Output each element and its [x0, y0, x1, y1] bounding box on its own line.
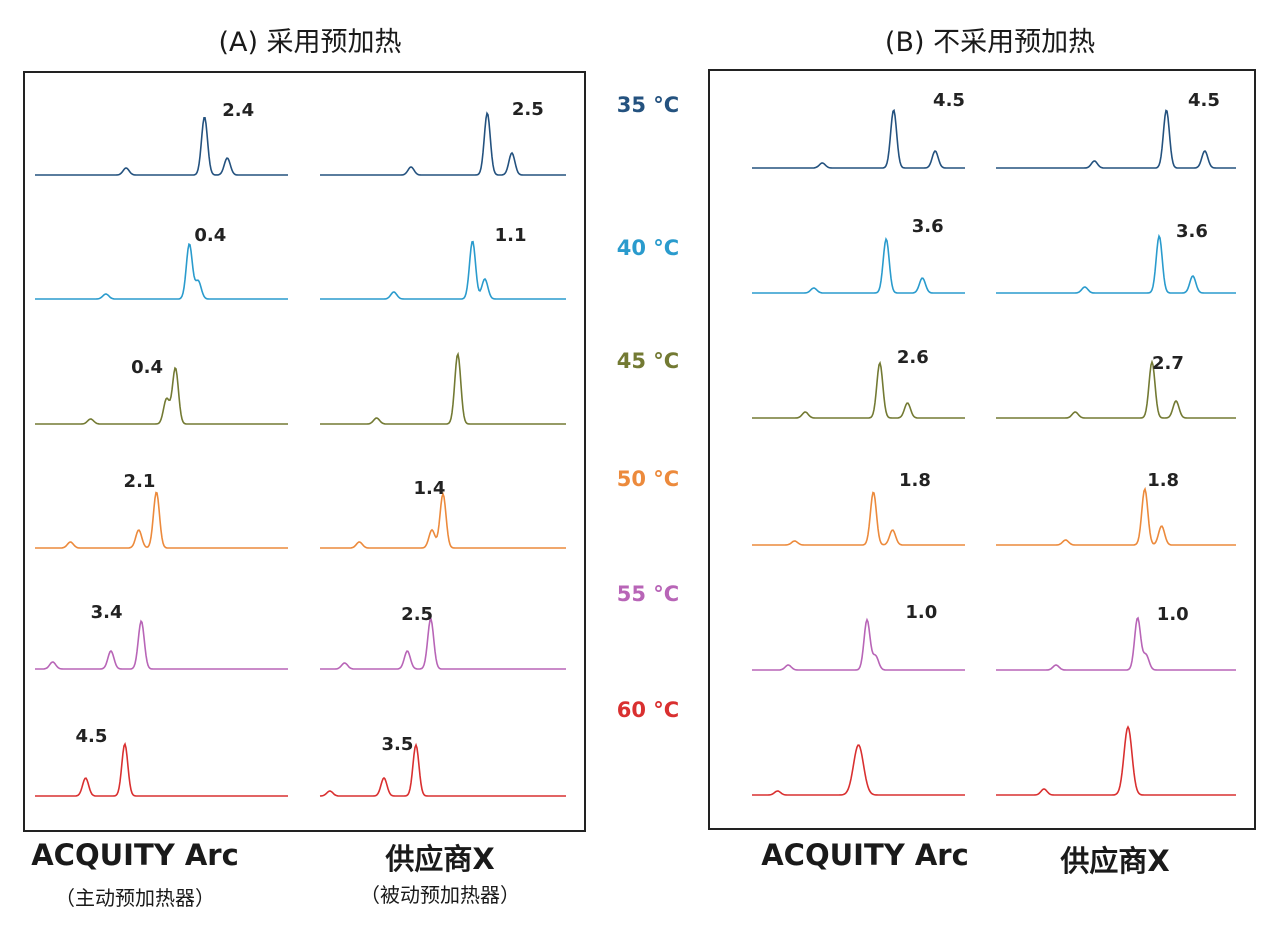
column-label-arc-b: ACQUITY Arc — [761, 838, 969, 872]
temp-label-40: 40 °C — [616, 236, 680, 260]
trace-a_arc-40C — [35, 242, 288, 300]
resolution-label: 4.5 — [933, 90, 965, 111]
panel-b-frame — [708, 69, 1256, 830]
trace-b_arc-35C — [752, 108, 965, 169]
resolution-label: 2.4 — [222, 100, 254, 121]
panel-a-title: (A) 采用预加热 — [218, 27, 402, 58]
temp-label-50: 50 °C — [616, 467, 680, 491]
trace-a_x-55C — [320, 617, 566, 670]
trace-b_arc-60C — [752, 744, 965, 796]
trace-a_x-45C — [320, 351, 566, 425]
resolution-label: 1.0 — [905, 602, 937, 623]
resolution-label: 2.7 — [1152, 353, 1184, 374]
resolution-label: 4.5 — [1188, 90, 1220, 111]
column-label-x-a: 供应商X — [385, 842, 495, 876]
temp-label-60: 60 °C — [616, 698, 680, 722]
trace-a_arc-55C — [35, 619, 288, 670]
resolution-label: 1.8 — [899, 470, 931, 491]
resolution-label: 3.4 — [91, 602, 123, 623]
resolution-label: 2.5 — [401, 604, 433, 625]
resolution-label: 3.5 — [382, 734, 414, 755]
panel-a-frame — [23, 71, 586, 832]
trace-b_x-40C — [996, 233, 1236, 294]
trace-a_arc-45C — [35, 366, 288, 425]
temp-label-55: 55 °C — [616, 582, 680, 606]
trace-b_x-50C — [996, 486, 1236, 546]
resolution-label: 3.6 — [1176, 221, 1208, 242]
trace-b_x-60C — [996, 725, 1236, 796]
resolution-label: 1.4 — [413, 478, 445, 499]
resolution-label: 1.0 — [1157, 604, 1189, 625]
resolution-label: 4.5 — [75, 726, 107, 747]
trace-b_arc-45C — [752, 360, 965, 419]
column-label-arc-a: ACQUITY Arc — [31, 838, 239, 872]
resolution-label: 2.5 — [512, 99, 544, 120]
trace-b_x-45C — [996, 359, 1236, 419]
resolution-label: 2.1 — [124, 471, 156, 492]
column-sub-arc-a: （主动预加热器） — [55, 886, 215, 910]
resolution-label: 0.4 — [194, 225, 226, 246]
trace-a_arc-60C — [35, 741, 288, 797]
column-sub-x-a: （被动预加热器） — [360, 883, 520, 907]
column-label-x-b: 供应商X — [1060, 844, 1170, 878]
trace-b_arc-55C — [752, 617, 965, 671]
resolution-label: 1.8 — [1147, 470, 1179, 491]
temp-label-45: 45 °C — [616, 349, 680, 373]
trace-a_x-50C — [320, 491, 566, 549]
trace-a_arc-35C — [35, 117, 288, 176]
trace-a_arc-50C — [35, 491, 288, 549]
trace-a_x-35C — [320, 111, 566, 176]
trace-b_x-55C — [996, 616, 1236, 671]
trace-b_x-35C — [996, 109, 1236, 169]
resolution-label: 3.6 — [912, 216, 944, 237]
trace-b_arc-50C — [752, 491, 965, 546]
resolution-label: 1.1 — [495, 225, 527, 246]
panel-b-title: (B) 不采用预加热 — [884, 27, 1096, 58]
trace-a_x-40C — [320, 240, 566, 300]
trace-b_arc-40C — [752, 236, 965, 294]
trace-a_x-60C — [319, 742, 566, 797]
temp-label-35: 35 °C — [616, 93, 680, 117]
resolution-label: 2.6 — [897, 347, 929, 368]
resolution-label: 0.4 — [131, 357, 163, 378]
